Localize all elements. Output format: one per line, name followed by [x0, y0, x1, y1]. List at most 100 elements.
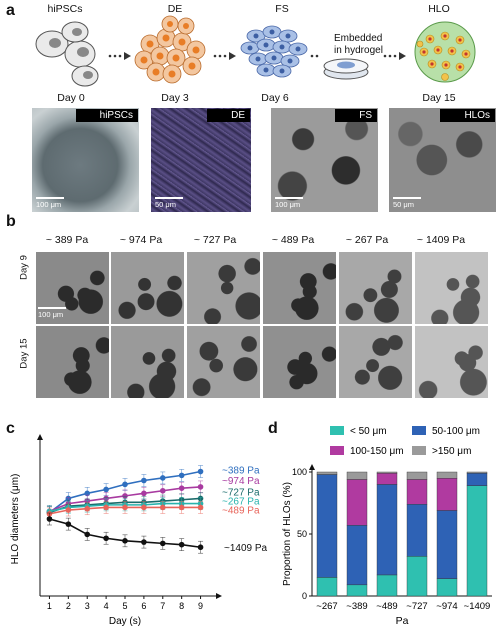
- y-axis-arrow: [309, 464, 315, 470]
- arrow-1: [108, 52, 131, 60]
- scale-bar-hipscs: 100 μm: [36, 197, 65, 209]
- bar-segment-~1409-3: [466, 471, 488, 474]
- x-tick-label-6: 6: [141, 601, 146, 611]
- data-point: [103, 486, 109, 493]
- organoid-tile-day15-2: [110, 325, 185, 399]
- bar-segment-~389-1: [346, 525, 368, 586]
- bar-segment-~974-1: [436, 510, 458, 579]
- legend-label-0: < 50 μm: [350, 426, 387, 437]
- hipsc-cells-illustration: [35, 21, 99, 87]
- embed-note-line1: Embedded: [334, 33, 383, 44]
- pressure-label-267: ~ 267 Pa: [345, 234, 389, 246]
- bar-segment-~489-0: [376, 574, 398, 597]
- bar-segment-~267-3: [316, 471, 338, 475]
- micrograph-fs: FS 100 μm: [271, 108, 378, 212]
- bar-segment-~1409-0: [466, 485, 488, 597]
- embed-note-line2: in hydrogel: [334, 45, 383, 56]
- scale-bar-fs: 100 μm: [275, 197, 304, 209]
- day-label-0: Day 0: [57, 92, 85, 104]
- panel-d-label: d: [268, 420, 278, 437]
- stage-label-fs: FS: [275, 3, 289, 15]
- data-point: [65, 507, 72, 513]
- x-axis-title: Pa: [396, 615, 409, 627]
- stage-label-hipscs: hiPSCs: [47, 3, 83, 15]
- differentiation-schematic: [35, 15, 476, 87]
- micrograph-de: DE 50 μm: [151, 108, 251, 212]
- x-tick-label-3: ~727: [406, 601, 427, 612]
- hlo-diameter-line-chart: 1 2 3 4 5 6 7 8 9 Day (s) HLO diameters (μm) ~389 P…: [10, 434, 268, 627]
- pressure-label-727: ~ 727 Pa: [193, 234, 237, 246]
- organoid-tile-day9-5: [338, 251, 413, 325]
- organoid-tile-day15-1: [35, 325, 110, 399]
- data-point: [197, 504, 204, 511]
- legend-label-1: 50-100 μm: [432, 426, 480, 437]
- bar-segment-~489-3: [376, 471, 398, 474]
- bar-segment-~974-3: [436, 471, 458, 479]
- series-label-3: ~267 Pa: [222, 496, 260, 507]
- series-5: [46, 512, 204, 554]
- data-point: [159, 504, 166, 511]
- x-tick-label-1: ~389: [346, 601, 367, 612]
- y-axis-title: HLO diameters (μm): [10, 474, 21, 565]
- data-point: [141, 477, 147, 484]
- de-cells-illustration: [134, 15, 206, 84]
- data-point: [103, 504, 109, 511]
- data-point: [178, 504, 185, 511]
- data-point: [178, 485, 185, 491]
- series-label-4: ~489 Pa: [222, 505, 260, 516]
- bar-segment-~727-1: [406, 504, 428, 557]
- organoid-tile-day9-3: [186, 251, 261, 325]
- micrograph-hipscs: hiPSCs 100 μm: [32, 108, 139, 212]
- pressure-label-489: ~ 489 Pa: [271, 234, 315, 246]
- row-label-day9: Day 9: [18, 255, 30, 280]
- legend-swatch-3: [412, 446, 426, 455]
- data-point: [141, 539, 147, 545]
- data-point: [159, 475, 166, 481]
- bar-segment-~1409-1: [466, 473, 488, 486]
- scale-bar-de: 50 μm: [155, 197, 183, 209]
- data-point: [159, 487, 166, 494]
- data-point: [122, 538, 128, 544]
- day-label-6: Day 6: [261, 92, 289, 104]
- series-4: [46, 501, 204, 521]
- micrograph-tag-hipscs: hiPSCs: [75, 109, 138, 122]
- bar-segment-~267-1: [316, 474, 338, 578]
- y-tick-label-100: 100: [292, 467, 307, 477]
- x-tick-label-3: 3: [85, 601, 90, 611]
- bar-segment-~267-0: [316, 577, 338, 597]
- y-tick-label-50: 50: [297, 529, 307, 539]
- data-point: [197, 468, 204, 475]
- organoid-tile-day15-5: [338, 325, 413, 399]
- x-tick-label-5: 5: [122, 601, 127, 611]
- bar-segment-~389-3: [346, 471, 368, 480]
- hlo-proportion-bar-chart: < 50 μm 50-100 μm 100-150 μm >150 μm 0 50 100 P…: [282, 426, 492, 627]
- organoid-tile-day15-4: [262, 325, 337, 399]
- organoid-tile-day9-6: [414, 251, 489, 325]
- data-point: [159, 540, 166, 547]
- bar-segment-~727-3: [406, 471, 428, 480]
- data-point: [122, 481, 128, 488]
- y-tick-label-0: 0: [302, 591, 307, 601]
- y-axis-title: Proportion of HLOs (%): [282, 482, 293, 586]
- series-label-0: ~389 Pa: [222, 466, 260, 477]
- bar-segment-~489-1: [376, 484, 398, 576]
- x-tick-label-0: ~267: [316, 601, 337, 612]
- x-tick-label-1: 1: [47, 601, 52, 611]
- legend-swatch-2: [330, 446, 344, 455]
- x-tick-label-9: 9: [198, 601, 203, 611]
- bar-segment-~389-0: [346, 584, 368, 597]
- scale-bar-hlos: 50 μm: [393, 197, 421, 209]
- arrow-3: [310, 54, 319, 58]
- organoid-tile-day9-2: [110, 251, 185, 325]
- bar-segment-~389-2: [346, 479, 368, 526]
- scale-bar-panel-b: 100 μm: [38, 307, 67, 319]
- pressure-label-974: ~ 974 Pa: [119, 234, 163, 246]
- day-label-3: Day 3: [161, 92, 189, 104]
- data-point: [122, 504, 128, 511]
- legend-swatch-1: [412, 426, 426, 435]
- bar-segment-~727-0: [406, 556, 428, 597]
- hydrogel-dish-illustration: [323, 58, 369, 80]
- x-tick-label-4: 4: [104, 601, 109, 611]
- x-axis-arrow: [216, 593, 222, 599]
- hlo-organoid-illustration: [414, 21, 476, 83]
